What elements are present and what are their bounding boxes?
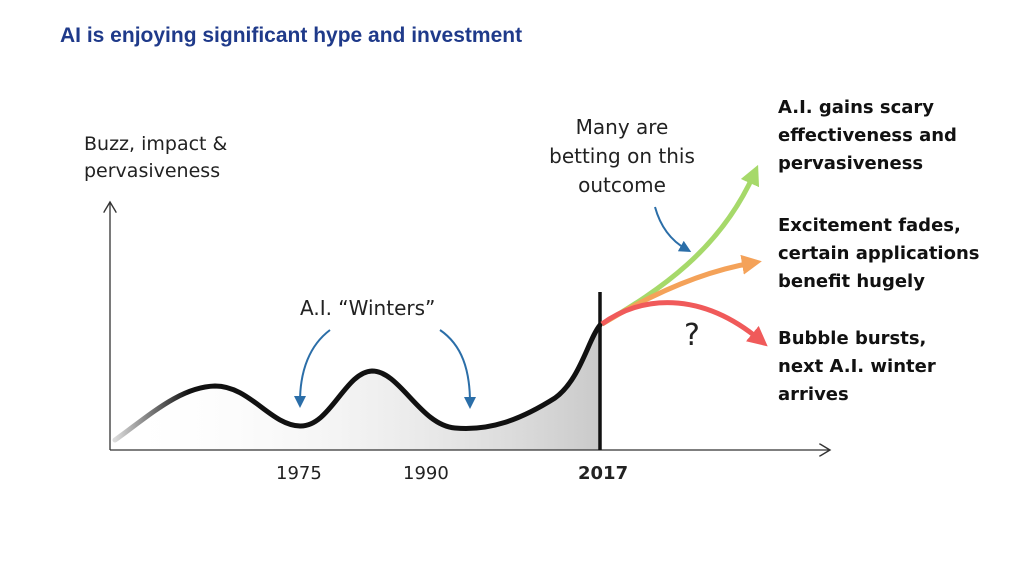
y-axis-label-line1: Buzz, impact & <box>84 133 228 155</box>
hype-curve <box>112 322 603 443</box>
y-axis-label-line2: pervasiveness <box>84 160 221 182</box>
bet-arrow <box>654 206 692 252</box>
outcome-line: next A.I. winter <box>778 356 936 377</box>
outcome-line: A.I. gains scary <box>778 97 935 118</box>
bet-callout-line: betting on this <box>549 144 695 168</box>
year-1975-label: 1975 <box>276 463 322 484</box>
bet-callout: Many are betting on this outcome <box>532 113 712 200</box>
outcome-bursts: Bubble bursts, next A.I. winter arrives <box>778 325 1008 409</box>
outcome-line: arrives <box>778 384 849 405</box>
y-axis-label: Buzz, impact & pervasiveness <box>84 131 227 185</box>
outcome-line: Excitement fades, <box>778 215 961 236</box>
winter-arrow-1975 <box>294 329 331 408</box>
area-under-curve <box>115 325 600 450</box>
outcome-line: Bubble bursts, <box>778 328 927 349</box>
outcome-line: effectiveness and <box>778 125 957 146</box>
winters-label: A.I. “Winters” <box>300 296 436 320</box>
year-1990-label: 1990 <box>403 463 449 484</box>
winter-arrow-1990 <box>439 329 476 409</box>
question-mark: ? <box>684 318 700 353</box>
outcome-line: pervasiveness <box>778 153 924 174</box>
bursts-arrow <box>600 300 768 347</box>
outcome-line: benefit hugely <box>778 271 925 292</box>
bet-callout-line: outcome <box>578 173 666 197</box>
outcome-line: certain applications <box>778 243 980 264</box>
bet-callout-line: Many are <box>575 115 669 139</box>
year-2017-label: 2017 <box>578 463 629 484</box>
outcome-scary: A.I. gains scary effectiveness and perva… <box>778 94 1008 178</box>
page-title: AI is enjoying significant hype and inve… <box>60 24 523 47</box>
outcome-fades: Excitement fades, certain applications b… <box>778 212 1008 296</box>
